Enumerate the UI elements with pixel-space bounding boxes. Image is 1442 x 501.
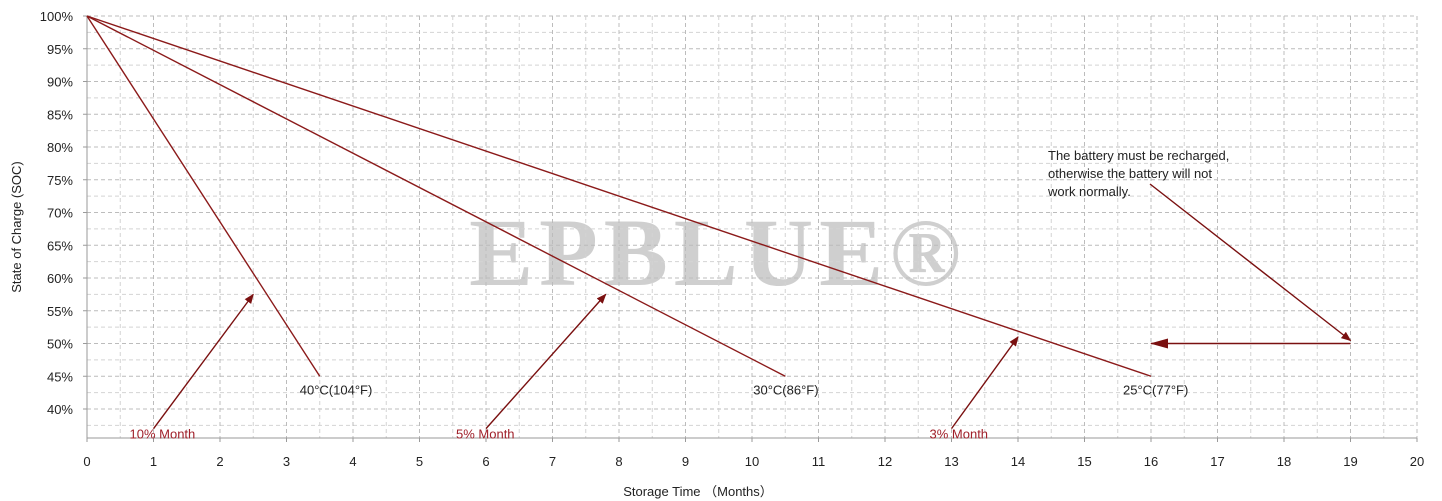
y-tick-label: 50%	[47, 337, 73, 352]
y-tick-label: 40%	[47, 402, 73, 417]
y-tick-label: 65%	[47, 238, 73, 253]
y-tick-label: 90%	[47, 75, 73, 90]
x-tick-label: 12	[878, 454, 892, 469]
x-tick-label: 14	[1011, 454, 1025, 469]
x-tick-label: 11	[812, 454, 826, 469]
x-tick-label: 15	[1077, 454, 1091, 469]
watermark-text: EPBLUE®	[469, 199, 967, 306]
y-tick-label: 70%	[47, 206, 73, 221]
recharge-arrow	[1149, 183, 1352, 342]
x-tick-label: 3	[283, 454, 290, 469]
x-tick-label: 0	[83, 454, 90, 469]
x-tick-label: 16	[1144, 454, 1158, 469]
y-tick-label: 95%	[47, 42, 73, 57]
x-tick-label: 19	[1343, 454, 1357, 469]
x-tick-label: 2	[216, 454, 223, 469]
y-axis-title: State of Charge (SOC)	[9, 161, 24, 293]
x-tick-label: 9	[682, 454, 689, 469]
series-label: 25°C(77°F)	[1123, 382, 1188, 397]
series-line	[86, 15, 321, 377]
x-tick-label: 1	[150, 454, 157, 469]
y-tick-label: 100%	[40, 9, 74, 24]
recharge-note-line: otherwise the battery will not	[1048, 166, 1212, 181]
x-tick-label: 5	[416, 454, 423, 469]
x-tick-label: 4	[349, 454, 356, 469]
x-tick-label: 7	[549, 454, 556, 469]
x-tick-label: 20	[1410, 454, 1424, 469]
x-tick-label: 6	[482, 454, 489, 469]
rate-arrow	[485, 293, 607, 430]
recharge-note-line: The battery must be recharged,	[1048, 148, 1229, 163]
x-tick-label: 13	[944, 454, 958, 469]
rate-label: 5% Month	[456, 427, 515, 442]
rate-arrow	[152, 293, 254, 430]
x-tick-label: 8	[615, 454, 622, 469]
x-axis-title: Storage Time （Months）	[623, 484, 773, 499]
y-tick-label: 60%	[47, 271, 73, 286]
rate-label: 3% Month	[930, 427, 989, 442]
x-tick-label: 17	[1210, 454, 1224, 469]
rate-arrow	[950, 336, 1019, 430]
y-tick-label: 75%	[47, 173, 73, 188]
y-tick-label: 85%	[47, 107, 73, 122]
series-line	[86, 15, 786, 377]
x-tick-label: 10	[745, 454, 759, 469]
recharge-note-line: work normally.	[1047, 184, 1131, 199]
x-tick-label: 18	[1277, 454, 1291, 469]
series-label: 30°C(86°F)	[753, 382, 818, 397]
y-tick-label: 45%	[47, 369, 73, 384]
rate-label: 10% Month	[130, 427, 196, 442]
y-tick-label: 80%	[47, 140, 73, 155]
series-line	[86, 15, 1152, 377]
y-tick-label: 55%	[47, 304, 73, 319]
series-label: 40°C(104°F)	[300, 382, 373, 397]
